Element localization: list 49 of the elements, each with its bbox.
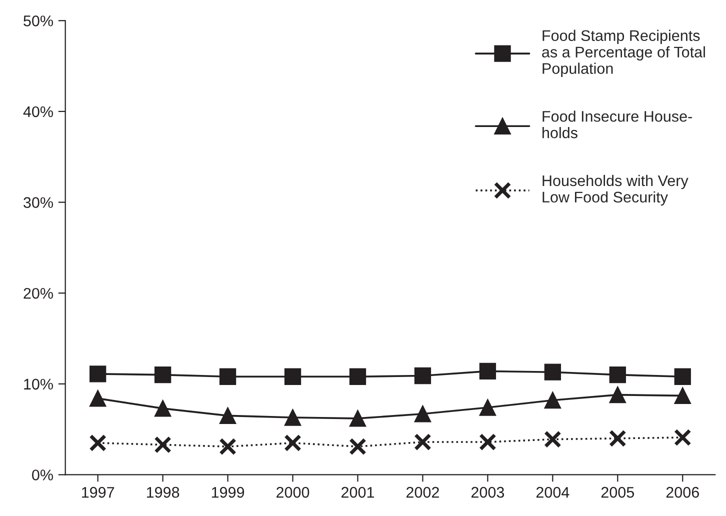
point <box>544 392 561 409</box>
y-tick-label: 0% <box>32 470 53 480</box>
point <box>479 399 496 416</box>
point <box>219 438 236 456</box>
x-tick-label: 2006 <box>666 486 699 498</box>
point <box>219 407 236 424</box>
point <box>154 436 172 454</box>
y-tick-label: 40% <box>23 106 53 118</box>
point <box>89 434 107 452</box>
point <box>349 410 366 427</box>
legend-label: Food Insecure House- holds <box>542 110 692 138</box>
point <box>414 367 432 384</box>
point <box>284 368 302 385</box>
point <box>284 434 302 452</box>
x-tick-label: 2005 <box>601 486 634 498</box>
point <box>414 433 432 451</box>
legend-label: Households with Very Low Food Security <box>542 174 688 206</box>
point <box>479 433 496 451</box>
x-tick-label: 2003 <box>471 486 504 498</box>
point <box>608 430 626 448</box>
point <box>284 409 302 426</box>
y-tick-label: 50% <box>24 16 53 26</box>
y-tick-label: 10% <box>24 378 53 390</box>
point <box>544 430 562 448</box>
point <box>609 386 626 404</box>
x-tick-label: 2000 <box>276 486 310 498</box>
point <box>219 368 236 385</box>
point <box>89 390 106 407</box>
point <box>154 366 172 384</box>
y-tick-label: 20% <box>24 288 53 299</box>
point <box>349 368 366 385</box>
x-tick-label: 1997 <box>82 486 114 498</box>
point <box>674 368 691 385</box>
point <box>674 387 691 404</box>
x-tick-label: 2001 <box>342 486 374 498</box>
x-tick-label: 1998 <box>146 486 180 498</box>
point <box>479 362 496 380</box>
x-tick-label: 2002 <box>406 486 439 498</box>
point <box>414 406 432 422</box>
x-tick-label: 2004 <box>536 486 570 498</box>
y-tick-label: 30% <box>24 197 53 208</box>
point <box>89 366 106 382</box>
point <box>674 428 692 446</box>
point <box>154 400 172 417</box>
legend-label: Food Stamp Recipients as a Percentage of Total Population <box>542 30 705 77</box>
point <box>609 366 626 384</box>
point <box>349 438 366 456</box>
x-tick-label: 1999 <box>212 486 244 498</box>
point <box>544 364 561 380</box>
